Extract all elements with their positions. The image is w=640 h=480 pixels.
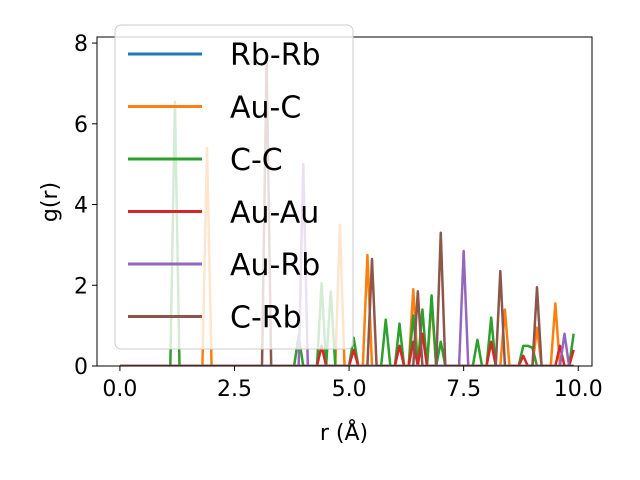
x-tick-label: 0.0	[102, 377, 137, 402]
legend: Rb-Rb Au-C C-C Au-Au Au-Rb C-Rb	[114, 24, 354, 350]
x-tick-label: 5.0	[332, 377, 367, 402]
y-tick-label: 2	[74, 274, 88, 299]
x-axis-label: r (Å)	[320, 419, 368, 446]
y-axis-label: g(r)	[38, 182, 63, 222]
y-tick-label: 4	[74, 194, 88, 219]
series-line-c-rb	[119, 57, 574, 366]
legend-items: Rb-Rb Au-C C-C Au-Au Au-Rb C-Rb	[128, 38, 321, 336]
x-tick-label: 7.5	[446, 377, 481, 402]
legend-label-rb-rb: Rb-Rb	[230, 38, 321, 73]
x-tick-label: 2.5	[217, 377, 252, 402]
y-axis-ticks: 0 2 4 6 8	[74, 32, 97, 380]
legend-label-au-c: Au-C	[230, 91, 301, 126]
legend-label-au-rb: Au-Rb	[230, 248, 320, 283]
series-layer	[119, 57, 575, 366]
y-tick-label: 6	[74, 113, 88, 138]
y-tick-label: 0	[74, 355, 88, 380]
legend-label-c-c: C-C	[230, 143, 283, 178]
x-axis-ticks: 0.0 2.5 5.0 7.5 10.0	[102, 366, 603, 402]
legend-label-au-au: Au-Au	[230, 196, 319, 231]
x-tick-label: 10.0	[554, 377, 603, 402]
y-tick-label: 8	[74, 32, 88, 57]
legend-label-c-rb: C-Rb	[230, 301, 302, 336]
